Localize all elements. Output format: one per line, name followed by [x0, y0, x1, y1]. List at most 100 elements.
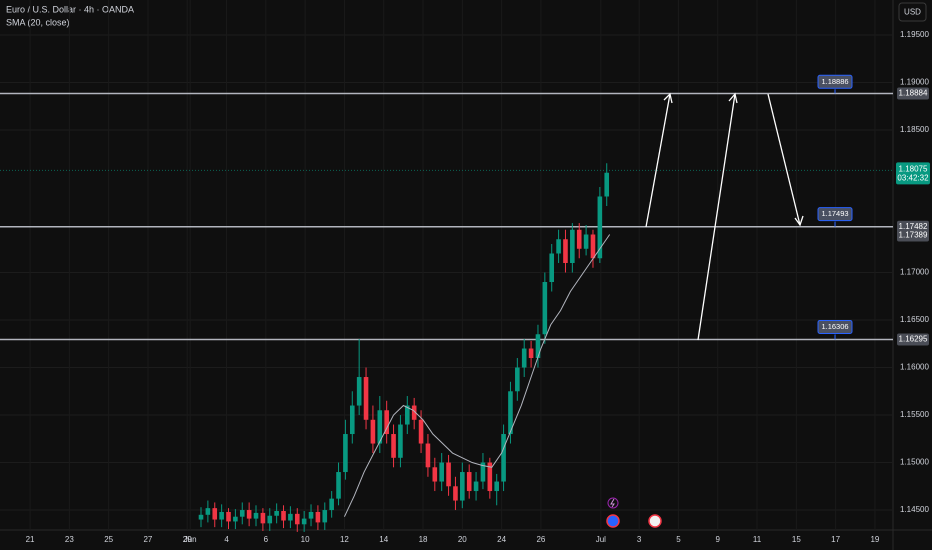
candle-body: [556, 239, 561, 254]
sma-line: [343, 234, 611, 517]
candle-body: [336, 472, 341, 499]
candle-body: [308, 511, 314, 519]
x-tick-label: 14: [379, 535, 388, 544]
candle-body: [233, 516, 238, 522]
candle-body: [405, 405, 410, 425]
candle-body: [301, 518, 307, 525]
candle-body: [563, 239, 568, 264]
x-tick-label: 5: [676, 535, 681, 544]
candle-body: [473, 481, 479, 492]
price-axis-label: 1.17482: [899, 222, 928, 231]
candle-body: [480, 462, 486, 482]
candle-body: [570, 229, 575, 264]
level-tag: 1.16306: [821, 322, 848, 331]
x-tick-label: Jun: [184, 535, 197, 544]
x-tick-label: 3: [637, 535, 642, 544]
candle-body: [528, 348, 534, 359]
candle-body: [219, 511, 224, 520]
candle-body: [418, 419, 424, 444]
x-tick-label: 19: [870, 535, 879, 544]
price-axis-label-bg: [897, 333, 929, 346]
candle-body: [253, 512, 259, 519]
candle-body: [343, 434, 348, 473]
last-price-bg: [896, 162, 930, 185]
x-tick-label: 25: [104, 535, 113, 544]
x-tick-label: 21: [26, 535, 35, 544]
y-tick-label: 1.15000: [900, 458, 929, 467]
arrow-head: [794, 215, 804, 227]
candle-body: [521, 348, 527, 368]
candle-body: [370, 419, 376, 444]
projection-arrows: [645, 92, 804, 341]
candle-body: [549, 253, 555, 283]
candle-body: [226, 511, 231, 522]
countdown-label: 03:42:32: [897, 173, 929, 182]
y-tick-label: 1.17000: [900, 268, 929, 277]
candle-body: [398, 424, 403, 458]
candle-body: [487, 462, 493, 492]
price-axis-label-bg: [897, 87, 929, 100]
event-icon[interactable]: [606, 514, 620, 528]
y-tick-label: 1.14500: [900, 505, 929, 514]
y-tick-label: 1.15500: [900, 410, 929, 419]
candle-body: [363, 377, 369, 420]
candle-body: [453, 486, 458, 501]
x-tick-label: 24: [497, 535, 506, 544]
levels: 1.18884 1.18886 1.17482 1.17493 1.16295 1.163…: [0, 74, 930, 346]
candle-body: [239, 510, 245, 517]
candles: [198, 163, 611, 532]
price-axis-label: 1.18884: [899, 89, 928, 98]
price-axis-label: 1.17389: [899, 231, 928, 240]
candle-body: [377, 410, 383, 444]
candle-body: [274, 510, 279, 516]
currency-label[interactable]: USD: [904, 8, 921, 17]
y-tick-label: 1.18500: [900, 125, 929, 134]
candle-body: [494, 481, 500, 492]
arrow-head: [728, 92, 738, 104]
x-tick-label: 6: [264, 535, 269, 544]
candle-body: [205, 508, 211, 515]
x-tick-label: Jul: [596, 535, 606, 544]
candle-body: [349, 405, 355, 435]
y-tick-label: 1.16000: [900, 363, 929, 372]
x-tick-label: 12: [340, 535, 349, 544]
x-tick-label: 9: [716, 535, 721, 544]
candle-body: [260, 512, 266, 524]
last-price-label: 1.18075: [899, 164, 928, 173]
candle-body: [439, 462, 444, 482]
x-tick-label: 17: [831, 535, 840, 544]
candle-body: [425, 443, 431, 468]
level-tag: 1.18886: [821, 77, 848, 86]
candle-body: [322, 510, 328, 523]
candle-body: [198, 514, 204, 520]
candle-body: [515, 367, 520, 392]
x-tick-label: 29: [183, 535, 192, 544]
x-tick-label: 4: [224, 535, 229, 544]
x-tick-label: 20: [458, 535, 467, 544]
event-icon[interactable]: [607, 497, 619, 509]
y-tick-label: 1.16500: [900, 315, 929, 324]
event-icon[interactable]: [648, 514, 662, 528]
candle-body: [281, 510, 286, 521]
x-tick-label: 10: [301, 535, 310, 544]
candle-body: [411, 405, 417, 420]
level-tag-bg: [817, 319, 853, 334]
candle-body: [501, 434, 506, 482]
candle-body: [535, 334, 541, 359]
level-tag: 1.17493: [821, 209, 848, 218]
event-glyph: [610, 498, 615, 508]
candle-body: [294, 513, 300, 525]
x-tick-label: 11: [753, 535, 762, 544]
currency-button[interactable]: [898, 2, 927, 22]
x-tick-label: 27: [143, 535, 152, 544]
price-axis-label-bg: [897, 229, 929, 242]
arrow-head: [663, 92, 673, 104]
candle-body: [384, 410, 389, 435]
chart-title: Euro / U.S. Dollar · 4h · OANDA: [6, 4, 134, 14]
x-tick-label: 18: [419, 535, 428, 544]
candle-body: [391, 434, 396, 458]
candle-body: [267, 515, 273, 524]
candle-body: [432, 467, 438, 482]
